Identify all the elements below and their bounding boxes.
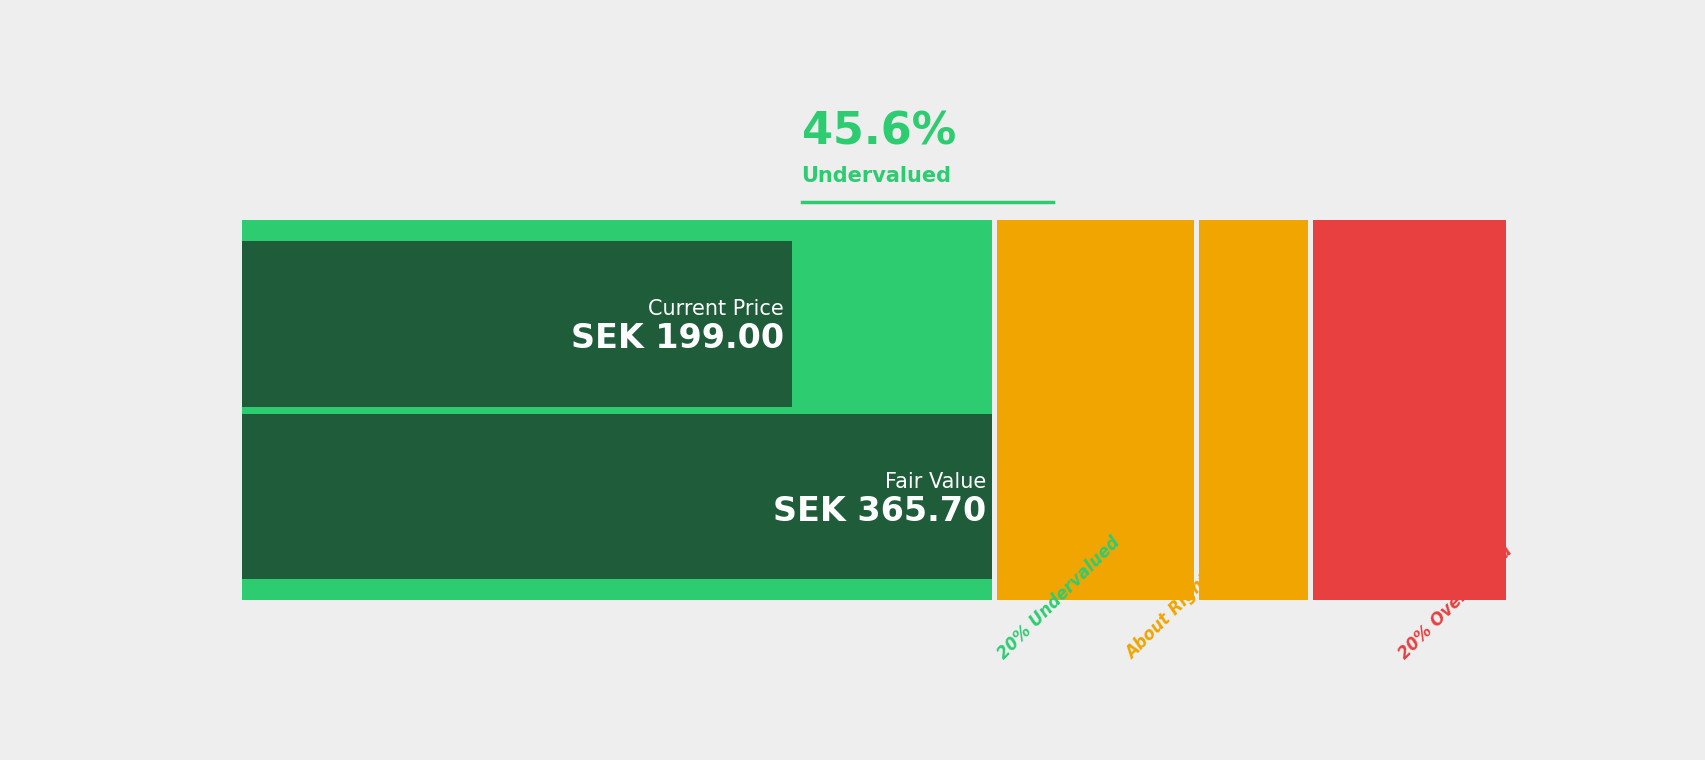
Text: Current Price: Current Price bbox=[648, 299, 784, 319]
Text: 20% Overvalued: 20% Overvalued bbox=[1395, 542, 1516, 663]
Text: 45.6%: 45.6% bbox=[801, 111, 955, 154]
Bar bbox=[242, 413, 994, 579]
Bar bbox=[1309, 220, 1506, 600]
Text: About Right: About Right bbox=[1122, 571, 1214, 663]
Bar bbox=[994, 220, 1195, 600]
Bar bbox=[242, 407, 994, 413]
Bar bbox=[1308, 220, 1313, 600]
Bar bbox=[242, 220, 994, 241]
Bar bbox=[991, 220, 996, 600]
Text: SEK 365.70: SEK 365.70 bbox=[772, 495, 985, 527]
Text: 20% Undervalued: 20% Undervalued bbox=[994, 534, 1124, 663]
Bar bbox=[1194, 220, 1199, 600]
Bar bbox=[1195, 220, 1309, 600]
Bar bbox=[242, 241, 791, 407]
Text: Fair Value: Fair Value bbox=[885, 472, 985, 492]
Text: SEK 199.00: SEK 199.00 bbox=[571, 322, 784, 355]
Text: Undervalued: Undervalued bbox=[801, 166, 951, 186]
Bar bbox=[242, 579, 994, 600]
Bar bbox=[242, 220, 994, 600]
